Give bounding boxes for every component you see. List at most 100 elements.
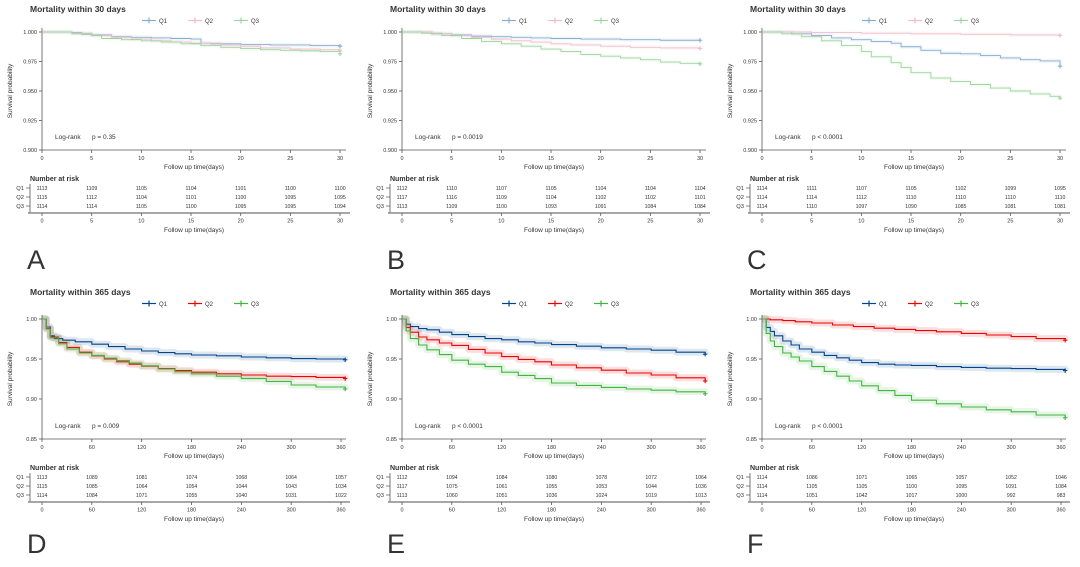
risk-row-label-q3: Q3: [16, 204, 24, 210]
x-tick-label: 10: [858, 156, 864, 162]
log-rank-label: Log-rank: [775, 423, 801, 430]
x-tick-label: 60: [89, 445, 95, 451]
risk-value: 1057: [335, 475, 347, 481]
log-rank-label: Log-rank: [55, 423, 81, 430]
risk-value: 1013: [695, 493, 707, 499]
risk-value: 1116: [446, 195, 457, 201]
risk-value: 1110: [446, 186, 457, 192]
legend-label-q1: Q1: [159, 302, 168, 308]
risk-value: 1081: [136, 475, 148, 481]
risk-value: 1114: [37, 493, 48, 499]
risk-x-tick-label: 0: [40, 508, 43, 514]
y-tick-label: 0.90: [26, 397, 37, 403]
risk-value: 1100: [285, 186, 296, 192]
panel-E: Mortality within 365 days Q1 Q2 Q3 1.00 0.95 0…: [367, 287, 710, 559]
x-tick-label: 20: [958, 156, 964, 162]
legend-label-q3: Q3: [971, 19, 980, 25]
risk-value: 1075: [446, 484, 458, 490]
panel-title: Mortality within 365 days: [750, 287, 851, 297]
risk-value: 1105: [905, 186, 916, 192]
risk-value: 1114: [37, 204, 48, 210]
risk-value: 1102: [645, 195, 656, 201]
y-tick-label: 0.975: [23, 60, 37, 66]
risk-value: 1101: [185, 195, 196, 201]
legend-label-q2: Q2: [565, 19, 574, 25]
risk-value: 1060: [446, 493, 458, 499]
number-at-risk-title: Number at risk: [390, 176, 439, 183]
legend-label-q1: Q1: [519, 302, 528, 308]
km-curve-q1: [762, 31, 1061, 67]
x-tick-label: 0: [400, 156, 403, 162]
risk-value: 1114: [757, 195, 768, 201]
risk-value: 1104: [645, 186, 656, 192]
risk-value: 1114: [86, 204, 97, 210]
risk-value: 1107: [856, 186, 867, 192]
risk-x-tick-label: 0: [40, 219, 43, 225]
risk-row-label-q1: Q1: [736, 186, 744, 192]
risk-value: 1102: [955, 186, 966, 192]
y-tick-label: 0.900: [743, 148, 757, 154]
y-tick-label: 0.900: [383, 148, 397, 154]
km-curve-q3: [402, 318, 706, 394]
risk-x-tick-label: 60: [89, 508, 95, 514]
y-tick-label: 0.900: [23, 148, 37, 154]
x-tick-label: 5: [90, 156, 93, 162]
legend-label-q3: Q3: [251, 302, 260, 308]
risk-value: 1072: [645, 475, 657, 481]
x-tick-label: 120: [857, 445, 866, 451]
x-tick-label: 25: [647, 156, 653, 162]
risk-value: 1086: [806, 475, 818, 481]
legend-label-q1: Q1: [159, 19, 168, 25]
x-tick-label: 25: [1007, 156, 1013, 162]
risk-value: 1080: [546, 475, 558, 481]
risk-x-tick-label: 15: [548, 219, 554, 225]
risk-value: 1104: [595, 186, 606, 192]
risk-x-axis-label: Follow up time(days): [884, 227, 944, 234]
risk-value: 1068: [236, 475, 248, 481]
risk-value: 1101: [235, 186, 246, 192]
risk-row-label-q2: Q2: [376, 195, 384, 201]
km-curve-q2: [762, 31, 1061, 36]
risk-value: 1000: [956, 493, 968, 499]
risk-value: 1036: [695, 484, 707, 490]
risk-value: 1084: [645, 204, 657, 210]
legend-label-q2: Q2: [925, 302, 934, 308]
panel-C: Mortality within 30 days Q1 Q2 Q3 1.000 0.975…: [727, 4, 1070, 275]
risk-value: 1097: [856, 204, 868, 210]
y-tick-label: 0.95: [386, 357, 397, 363]
risk-x-tick-label: 5: [450, 219, 453, 225]
risk-value: 1044: [236, 484, 248, 490]
x-tick-label: 240: [597, 445, 606, 451]
risk-value: 1095: [334, 195, 346, 201]
x-tick-label: 0: [760, 156, 763, 162]
log-rank-p-value: p = 0.0019: [452, 134, 483, 141]
risk-x-tick-label: 240: [237, 508, 246, 514]
number-at-risk-title: Number at risk: [750, 465, 799, 472]
risk-value: 1110: [1005, 195, 1016, 201]
risk-row-label-q3: Q3: [376, 204, 384, 210]
y-tick-label: 0.85: [746, 437, 757, 443]
risk-x-axis-label: Follow up time(days): [884, 516, 944, 523]
risk-value: 1089: [86, 475, 98, 481]
risk-value: 1112: [397, 475, 408, 481]
legend-label-q2: Q2: [925, 19, 934, 25]
risk-value: 1105: [545, 186, 556, 192]
risk-x-tick-label: 20: [958, 219, 964, 225]
risk-x-tick-label: 240: [597, 508, 606, 514]
risk-x-tick-label: 0: [400, 508, 403, 514]
risk-value: 1114: [757, 475, 768, 481]
risk-x-tick-label: 10: [138, 219, 144, 225]
risk-value: 1085: [86, 484, 98, 490]
y-tick-label: 0.950: [743, 89, 757, 95]
risk-x-tick-label: 300: [647, 508, 656, 514]
risk-value: 1114: [757, 204, 768, 210]
y-axis-label: Survival probability: [7, 63, 14, 118]
risk-value: 1110: [955, 195, 966, 201]
x-tick-label: 15: [188, 156, 194, 162]
risk-value: 1081: [1054, 204, 1066, 210]
y-tick-label: 0.95: [26, 357, 37, 363]
panel-letter: F: [747, 529, 764, 559]
risk-x-axis-label: Follow up time(days): [164, 227, 224, 234]
panel-letter: A: [27, 245, 45, 275]
y-tick-label: 1.00: [386, 317, 397, 323]
